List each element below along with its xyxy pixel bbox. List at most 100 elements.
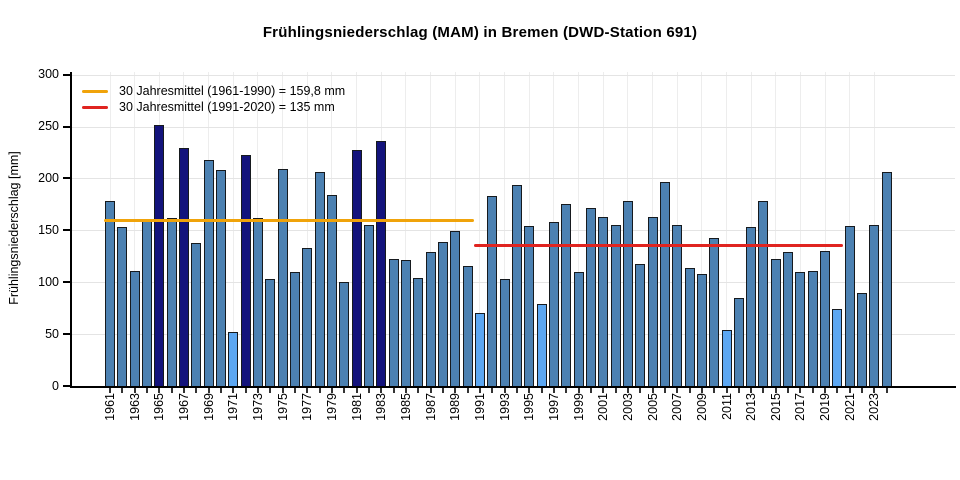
x-tick-1972 [244,388,247,393]
bar-1970 [215,170,226,386]
x-tick-label-2011: 2011 [719,393,734,420]
x-tick-2000 [589,388,592,393]
x-tick-1987 [429,388,432,393]
x-tick-label-2015: 2015 [768,393,783,421]
x-tick-1961 [109,388,111,393]
bar-2000 [585,207,596,386]
x-tick-2015 [774,388,777,393]
vertical-gridline-1993 [504,72,506,386]
x-tick-2019 [824,388,827,393]
y-tick-label-250: 250 [38,119,59,134]
bar-2010 [709,237,720,386]
y-tick-250 [63,125,70,128]
x-tick-2021 [848,388,851,393]
x-tick-1985 [404,388,407,393]
legend-line-swatch-mean-1991-2020 [82,105,108,109]
bar-1986 [413,278,424,386]
y-tick-label-50: 50 [45,326,59,341]
x-tick-label-2023: 2023 [867,393,882,421]
y-tick-label-300: 300 [38,67,59,82]
x-tick-1990 [466,388,469,393]
bar-2013 [746,227,757,386]
x-tick-label-1967: 1967 [176,393,191,421]
x-tick-2011 [725,388,728,393]
x-tick-label-1987: 1987 [423,393,438,421]
bar-2024 [881,172,892,386]
bar-1971 [228,332,239,386]
bar-2006 [659,181,670,386]
bar-1994 [511,184,522,386]
x-tick-label-1999: 1999 [571,393,586,421]
vertical-gridline-1991 [479,72,481,386]
x-tick-1965 [158,388,161,393]
bar-2020 [832,309,843,386]
legend-label-mean-1991-2020: 30 Jahresmittel (1991-2020) = 135 mm [119,100,335,114]
x-tick-1967 [182,388,185,393]
x-tick-1996 [540,388,543,393]
chart-title: Frühlingsniederschlag (MAM) in Bremen (D… [262,24,698,41]
x-tick-1986 [417,388,420,393]
x-tick-label-1981: 1981 [349,393,364,421]
x-tick-2013 [750,388,753,393]
legend-line-swatch-mean-1961-1990 [82,89,108,93]
x-tick-1974 [269,388,272,393]
x-tick-label-1979: 1979 [324,393,339,421]
bar-1968 [191,242,202,386]
x-tick-2012 [737,388,740,393]
x-tick-label-2013: 2013 [744,393,759,421]
bar-1981 [351,150,362,386]
bar-2023 [869,225,880,386]
bar-1998 [561,204,572,386]
reference-line-mean-1961-1990 [104,218,474,222]
x-tick-label-2001: 2001 [596,393,611,421]
x-tick-2007 [676,388,679,393]
x-tick-1988 [441,388,444,393]
legend-label-mean-1961-1990: 30 Jahresmittel (1961-1990) = 159,8 mm [119,84,346,98]
bar-1966 [166,217,177,386]
x-tick-label-1991: 1991 [472,393,487,421]
x-tick-label-1983: 1983 [374,393,389,421]
x-tick-2004 [639,388,642,393]
bar-1987 [425,252,436,386]
horizontal-gridline-200 [72,178,955,180]
bar-1964 [141,219,152,386]
x-tick-label-2019: 2019 [818,393,833,421]
vertical-gridline-2015 [775,72,777,386]
x-tick-2009 [700,388,703,393]
x-tick-2016 [787,388,790,393]
x-tick-2008 [688,388,691,393]
x-tick-1995 [528,388,531,393]
bar-2001 [598,216,609,386]
x-tick-2022 [861,388,864,393]
x-tick-label-1971: 1971 [226,393,241,421]
bar-1984 [388,259,399,386]
x-tick-1992 [491,388,494,393]
bar-1996 [536,304,547,386]
y-tick-label-150: 150 [38,222,59,237]
bar-2003 [622,201,633,386]
bar-1978 [314,172,325,386]
bar-2009 [696,273,707,386]
bar-1972 [240,154,251,386]
vertical-gridline-2011 [726,72,727,386]
x-tick-1980 [343,388,346,393]
bar-1980 [339,282,350,386]
bar-2019 [820,251,831,386]
vertical-gridline-1999 [578,72,580,386]
y-tick-100 [63,281,70,284]
bar-2015 [770,259,781,386]
x-tick-label-1963: 1963 [127,393,142,421]
y-tick-50 [63,333,70,336]
bar-1992 [487,196,498,386]
plot-area [72,72,955,386]
legend: 30 Jahresmittel (1961-1990) = 159,8 mm 30… [82,83,345,115]
x-tick-1989 [454,388,457,393]
y-tick-label-200: 200 [38,170,59,185]
x-tick-1973 [256,388,259,393]
x-tick-label-1985: 1985 [398,393,413,421]
x-tick-1983 [380,388,383,393]
x-tick-1976 [293,388,296,393]
vertical-gridline-1977 [306,72,308,386]
reference-line-mean-1991-2020 [473,244,844,248]
